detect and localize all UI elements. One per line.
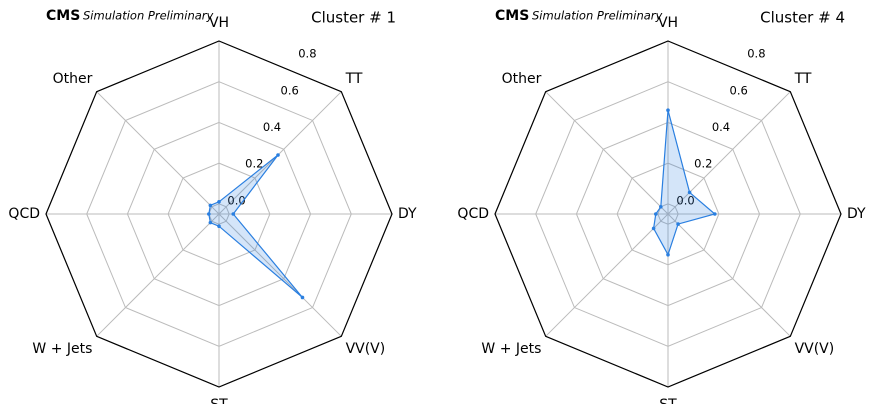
category-label: Other [502, 71, 542, 87]
data-point [208, 203, 213, 208]
frame [45, 40, 393, 388]
tick-label: 0.4 [263, 120, 281, 134]
category-label: VH [209, 15, 229, 31]
data-point [276, 153, 280, 157]
category-label: W + Jets [32, 341, 92, 357]
experiment: CMS [495, 8, 529, 24]
spoke [96, 91, 220, 215]
category-label: TT [794, 71, 812, 87]
chart-title: Cluster # 4 [760, 9, 845, 27]
tick-label: 0.8 [747, 47, 765, 61]
data-point [207, 212, 211, 216]
experiment: CMS [46, 8, 80, 24]
category-label: VH [658, 15, 678, 31]
data-point [208, 220, 213, 225]
category-label: ST [659, 397, 677, 404]
spoke [545, 91, 669, 215]
tick-label: 0.8 [298, 47, 316, 61]
data-point [713, 212, 717, 216]
tick-label: 0.6 [281, 83, 299, 97]
category-label: QCD [457, 206, 489, 222]
tick-label: 0.2 [694, 157, 712, 171]
spoke [96, 213, 220, 337]
category-label: W + Jets [481, 341, 541, 357]
data-point [666, 252, 670, 257]
label: Simulation Preliminary [532, 9, 663, 23]
data-point [666, 108, 670, 112]
data-point [653, 212, 658, 216]
tick-label: 0.2 [245, 157, 263, 171]
category-label: DY [847, 206, 866, 222]
chart-title: Cluster # 1 [311, 9, 396, 27]
category-label: ST [210, 397, 228, 404]
category-label: VV(V) [346, 341, 386, 357]
spoke [545, 213, 669, 337]
spoke [218, 213, 342, 337]
data-point [231, 212, 236, 216]
category-label: DY [398, 206, 417, 222]
data-point [217, 224, 221, 229]
data-point [217, 199, 221, 204]
category-label: TT [345, 71, 363, 87]
spoke [667, 213, 791, 337]
data-point [300, 295, 305, 300]
data-point [676, 222, 680, 226]
data-area [208, 154, 303, 298]
tick-label: 0.4 [712, 120, 730, 134]
data-point [659, 205, 663, 209]
tick-label: 0.0 [676, 193, 694, 207]
spoke [218, 91, 342, 215]
data-point [687, 190, 692, 195]
data-point [651, 226, 656, 231]
frame [494, 40, 842, 388]
category-label: QCD [8, 206, 40, 222]
tick-label: 0.6 [730, 83, 748, 97]
category-label: VV(V) [795, 341, 835, 357]
category-label: Other [53, 71, 93, 87]
label: Simulation Preliminary [83, 9, 214, 23]
